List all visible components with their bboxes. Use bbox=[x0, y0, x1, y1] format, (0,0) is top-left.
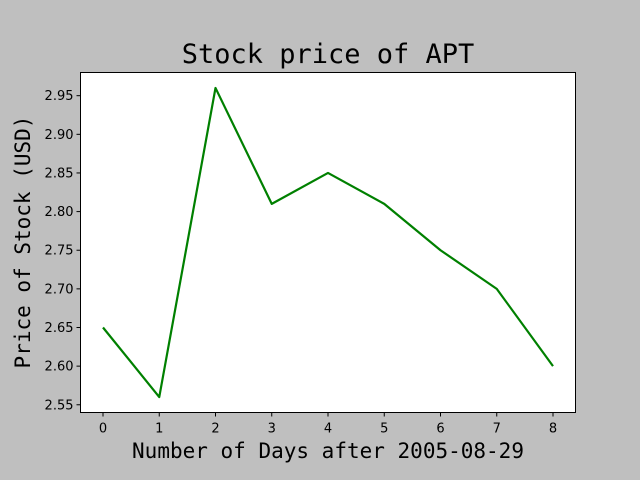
x-tick-label: 0 bbox=[99, 422, 107, 437]
x-tick-label: 6 bbox=[436, 422, 444, 437]
chart-title: Stock price of APT bbox=[182, 39, 475, 70]
x-tick-label: 5 bbox=[380, 422, 388, 437]
price-series-line bbox=[102, 86, 554, 399]
y-axis-label: Price of Stock (USD) bbox=[11, 116, 35, 369]
y-tick-label: 2.90 bbox=[45, 128, 74, 143]
x-axis-label: Number of Days after 2005-08-29 bbox=[132, 439, 524, 463]
y-tick-label: 2.75 bbox=[45, 244, 74, 259]
y-tick-label: 2.70 bbox=[45, 282, 74, 297]
x-tick-label: 1 bbox=[155, 422, 163, 437]
x-tick-label: 7 bbox=[493, 422, 501, 437]
x-tick-label: 3 bbox=[268, 422, 276, 437]
y-tick-label: 2.55 bbox=[45, 398, 74, 413]
y-tick-label: 2.60 bbox=[45, 360, 74, 375]
y-tick-label: 2.95 bbox=[45, 89, 74, 104]
series-layer bbox=[102, 86, 554, 399]
y-tick-label: 2.65 bbox=[45, 321, 74, 336]
y-axis-ticks: 2.55 2.60 2.65 2.70 2.75 2.80 2.85 2.90 2.95 bbox=[45, 89, 81, 413]
x-tick-label: 2 bbox=[211, 422, 219, 437]
plot-area bbox=[80, 72, 576, 413]
x-axis-ticks: 0 1 2 3 4 5 6 7 8 bbox=[99, 412, 557, 437]
y-tick-label: 2.85 bbox=[45, 166, 74, 181]
y-tick-label: 2.80 bbox=[45, 205, 74, 220]
x-tick-label: 8 bbox=[549, 422, 557, 437]
x-tick-label: 4 bbox=[324, 422, 332, 437]
